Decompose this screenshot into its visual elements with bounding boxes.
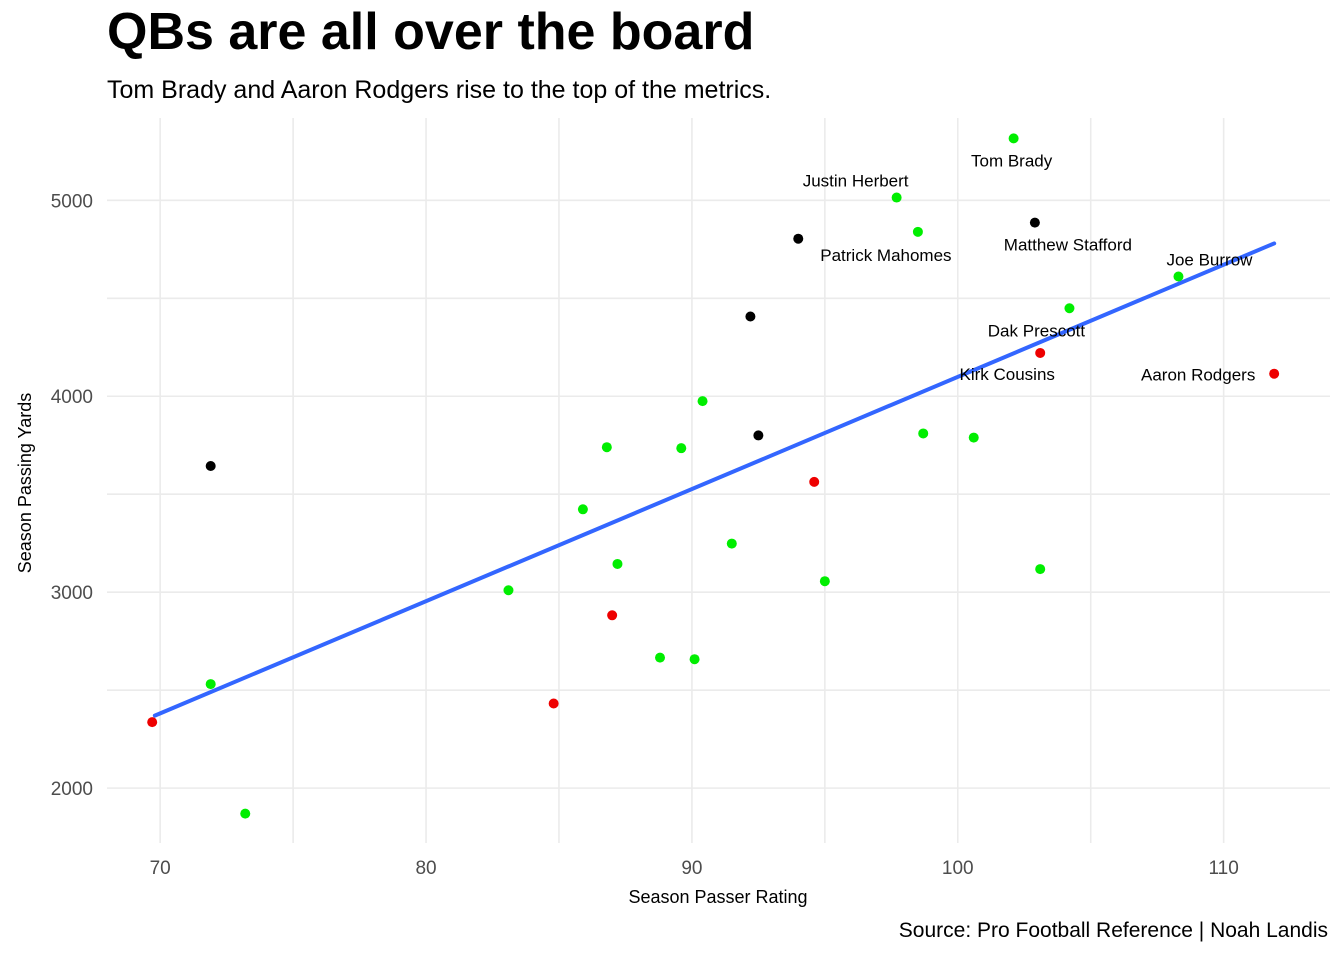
data-point xyxy=(147,717,158,728)
data-point xyxy=(607,610,618,621)
x-tick-label: 80 xyxy=(415,858,436,879)
data-point xyxy=(745,311,756,322)
point-label: Matthew Stafford xyxy=(1004,236,1132,255)
data-point xyxy=(548,698,559,709)
data-point xyxy=(676,443,687,454)
point-label: Joe Burrow xyxy=(1166,251,1253,270)
data-point xyxy=(612,558,623,569)
y-tick-label: 2000 xyxy=(51,779,93,800)
data-point xyxy=(809,476,820,487)
data-points xyxy=(147,133,1280,819)
data-point xyxy=(1029,217,1040,228)
data-point xyxy=(819,576,830,587)
data-point xyxy=(891,192,902,203)
y-tick-label: 5000 xyxy=(51,191,93,212)
y-tick-label: 3000 xyxy=(51,583,93,604)
point-labels: Tom Brady Justin Herbert Patrick Mahomes Ma… xyxy=(803,151,1256,384)
trend-line xyxy=(152,241,1277,718)
x-tick-label: 90 xyxy=(681,858,702,879)
x-tick-label: 110 xyxy=(1209,858,1239,879)
point-label: Dak Prescott xyxy=(988,321,1086,340)
data-point xyxy=(793,233,804,244)
data-point xyxy=(1035,564,1046,575)
data-point xyxy=(601,442,612,453)
point-label: Kirk Cousins xyxy=(959,365,1054,384)
data-point xyxy=(912,226,923,237)
data-point xyxy=(753,430,764,441)
data-point xyxy=(503,585,514,596)
trend-line-layer xyxy=(152,241,1277,718)
x-tick-label: 70 xyxy=(150,858,171,879)
data-point xyxy=(689,654,700,665)
y-axis-title: Season Passing Yards xyxy=(15,393,35,573)
data-point xyxy=(1269,368,1280,379)
point-label: Aaron Rodgers xyxy=(1141,366,1255,385)
x-tick-label: 100 xyxy=(942,858,974,879)
chart-caption: Source: Pro Football Reference | Noah La… xyxy=(898,919,1328,942)
data-point xyxy=(968,432,979,443)
data-point xyxy=(726,538,737,549)
data-point xyxy=(697,396,708,407)
data-point xyxy=(240,808,251,819)
x-axis-title: Season Passer Rating xyxy=(628,887,807,907)
point-label: Justin Herbert xyxy=(803,172,909,191)
y-tick-label: 4000 xyxy=(51,387,93,408)
data-point xyxy=(1064,303,1075,314)
data-point xyxy=(655,652,666,663)
point-label: Patrick Mahomes xyxy=(820,246,951,265)
chart-subtitle: Tom Brady and Aaron Rodgers rise to the … xyxy=(107,76,772,104)
point-label: Tom Brady xyxy=(971,151,1053,170)
data-point xyxy=(205,679,216,690)
data-point xyxy=(205,461,216,471)
data-point xyxy=(1173,271,1184,282)
grid xyxy=(107,118,1330,843)
chart-title: QBs are all over the board xyxy=(107,3,755,61)
data-point xyxy=(1035,347,1046,358)
data-point xyxy=(577,504,588,515)
tick-labels: 70 80 90 100 110 2000 3000 4000 5000 xyxy=(51,191,1239,879)
data-point xyxy=(1008,133,1019,144)
data-point xyxy=(918,428,929,439)
